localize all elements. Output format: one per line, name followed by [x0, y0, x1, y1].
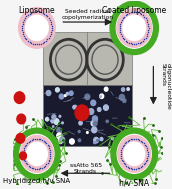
Circle shape	[17, 114, 26, 124]
Circle shape	[58, 139, 62, 143]
Circle shape	[104, 105, 108, 110]
Circle shape	[117, 9, 152, 47]
Circle shape	[14, 92, 25, 103]
Circle shape	[95, 121, 97, 122]
Circle shape	[97, 139, 99, 142]
Circle shape	[70, 139, 74, 144]
Circle shape	[80, 116, 82, 119]
Circle shape	[100, 137, 103, 141]
Circle shape	[46, 118, 49, 121]
Circle shape	[106, 120, 108, 122]
Circle shape	[123, 15, 146, 40]
Circle shape	[100, 96, 101, 97]
Circle shape	[91, 100, 96, 106]
Circle shape	[16, 133, 25, 143]
Circle shape	[121, 88, 125, 91]
Circle shape	[56, 88, 59, 92]
Circle shape	[74, 105, 77, 108]
Circle shape	[20, 136, 53, 172]
Circle shape	[94, 141, 96, 144]
Circle shape	[100, 94, 104, 98]
Circle shape	[57, 128, 61, 133]
Circle shape	[93, 122, 97, 126]
Circle shape	[94, 137, 99, 143]
Circle shape	[73, 105, 76, 109]
Circle shape	[78, 139, 81, 142]
Circle shape	[116, 133, 153, 175]
Circle shape	[78, 130, 80, 133]
Circle shape	[58, 128, 59, 130]
Circle shape	[59, 94, 64, 99]
Circle shape	[59, 115, 61, 117]
Circle shape	[92, 127, 97, 133]
Text: Hybridized h/v SNA: Hybridized h/v SNA	[3, 178, 71, 184]
Circle shape	[19, 152, 26, 160]
Circle shape	[125, 136, 128, 140]
Bar	[43, 32, 132, 85]
Circle shape	[123, 99, 126, 102]
Circle shape	[87, 132, 88, 133]
Text: h/v SNA: h/v SNA	[119, 178, 149, 187]
Text: oligonucleotide
Strands: oligonucleotide Strands	[160, 63, 171, 109]
Circle shape	[19, 8, 55, 48]
Circle shape	[64, 95, 66, 97]
Circle shape	[52, 115, 56, 119]
Circle shape	[76, 110, 78, 111]
Circle shape	[18, 133, 56, 175]
Text: ssAtto 565
Strands: ssAtto 565 Strands	[69, 163, 102, 174]
Circle shape	[124, 142, 145, 166]
Circle shape	[115, 6, 154, 50]
Text: Liposome: Liposome	[19, 5, 55, 15]
Circle shape	[26, 15, 48, 40]
Circle shape	[52, 121, 53, 123]
Circle shape	[47, 139, 50, 142]
Circle shape	[26, 142, 47, 166]
Circle shape	[118, 136, 151, 172]
Circle shape	[54, 119, 59, 124]
Circle shape	[111, 137, 114, 140]
Circle shape	[91, 121, 96, 126]
Circle shape	[75, 105, 89, 121]
Text: Seeded radical
copolymerization: Seeded radical copolymerization	[61, 9, 113, 20]
Text: Coated liposome: Coated liposome	[102, 5, 166, 15]
Circle shape	[119, 94, 125, 100]
Circle shape	[66, 92, 69, 95]
Circle shape	[51, 120, 53, 122]
Circle shape	[89, 109, 94, 114]
Circle shape	[62, 122, 63, 124]
Circle shape	[104, 87, 108, 91]
Circle shape	[98, 108, 101, 111]
Circle shape	[69, 91, 73, 95]
Circle shape	[93, 116, 98, 122]
Circle shape	[121, 141, 123, 144]
Circle shape	[85, 94, 90, 100]
Circle shape	[127, 88, 129, 90]
Circle shape	[92, 122, 95, 126]
Circle shape	[60, 137, 65, 142]
Circle shape	[46, 91, 51, 95]
Circle shape	[79, 121, 82, 125]
Circle shape	[57, 133, 62, 139]
Bar	[43, 85, 132, 146]
Circle shape	[52, 126, 54, 127]
